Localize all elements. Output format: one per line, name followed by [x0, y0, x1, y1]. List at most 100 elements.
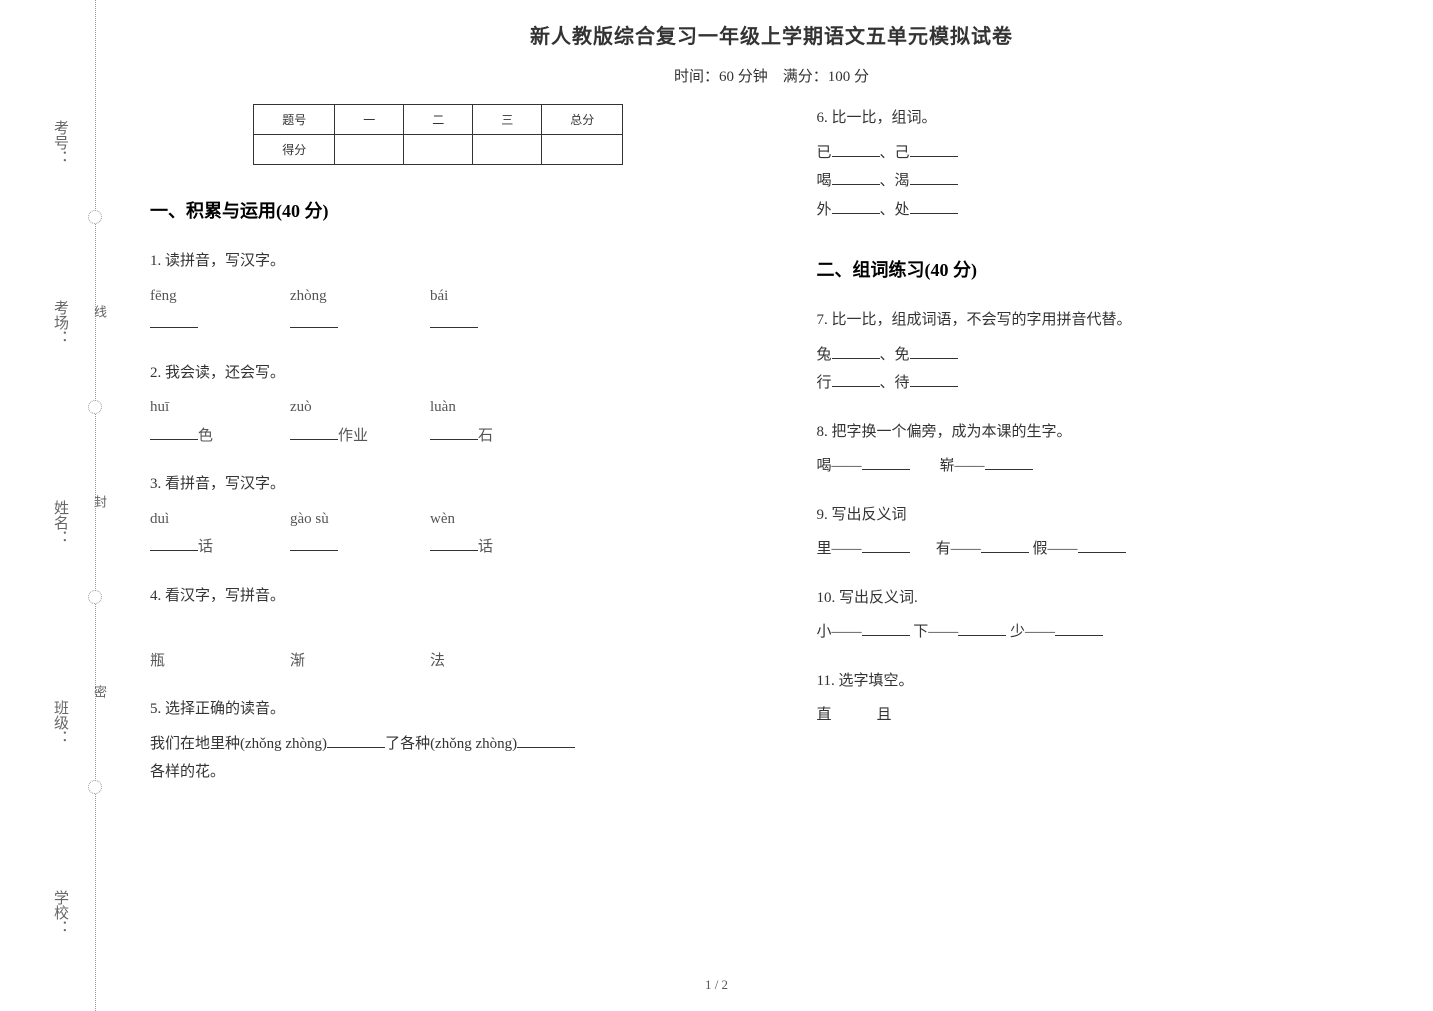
table-col: 三: [473, 105, 542, 135]
char: 渐: [290, 653, 305, 669]
answer-blank[interactable]: [832, 171, 880, 185]
word-hint: 石: [478, 428, 493, 444]
answer-blank[interactable]: [290, 616, 338, 636]
answer-blank[interactable]: [430, 426, 478, 440]
answer-blank[interactable]: [910, 345, 958, 359]
answer-blank[interactable]: [1078, 539, 1126, 553]
exam-title: 新人教版综合复习一年级上学期语文五单元模拟试卷: [150, 20, 1393, 49]
seal-circle: [88, 780, 102, 794]
char-pair: 少——: [1010, 624, 1055, 640]
pinyin: wèn: [430, 511, 455, 527]
char-pair: 有——: [936, 541, 981, 557]
question-text: 11. 选字填空。: [817, 667, 1394, 696]
page-number: 1 / 2: [705, 977, 728, 993]
question-6: 6. 比一比，组词。 已、己 喝、渴 外、处: [817, 104, 1394, 224]
full-score: 满分：100 分: [783, 69, 869, 85]
char-pair: 假——: [1033, 541, 1078, 557]
answer-blank[interactable]: [910, 200, 958, 214]
char-pair: 里——: [817, 541, 862, 557]
field-name: 姓名：: [50, 500, 71, 545]
char: 外: [817, 202, 832, 218]
question-7: 7. 比一比，组成词语，不会写的字用拼音代替。 兔、免 行、待: [817, 306, 1394, 398]
char: 法: [430, 653, 445, 669]
score-cell[interactable]: [404, 135, 473, 165]
question-text: 7. 比一比，组成词语，不会写的字用拼音代替。: [817, 306, 1394, 335]
binding-margin: 线 封 密 学校： 班级： 姓名： 考场： 考号：: [0, 0, 120, 1011]
answer-blank[interactable]: [150, 426, 198, 440]
sentence-part: 各样的花。: [150, 764, 225, 780]
page-content: 新人教版综合复习一年级上学期语文五单元模拟试卷 时间：60 分钟 满分：100 …: [130, 0, 1433, 807]
answer-blank[interactable]: [150, 537, 198, 551]
answer-blank[interactable]: [150, 314, 198, 328]
answer-blank[interactable]: [430, 537, 478, 551]
pinyin: bái: [430, 288, 448, 304]
table-col: 二: [404, 105, 473, 135]
answer-blank[interactable]: [981, 539, 1029, 553]
char-pair: 喝——: [817, 458, 862, 474]
word-hint: 话: [198, 539, 213, 555]
answer-blank[interactable]: [290, 314, 338, 328]
char: 瓶: [150, 653, 165, 669]
exam-subtitle: 时间：60 分钟 满分：100 分: [150, 65, 1393, 86]
section-1-header: 一、积累与运用(40 分): [150, 197, 727, 223]
answer-blank[interactable]: [832, 143, 880, 157]
pinyin: duì: [150, 511, 169, 527]
pinyin: fēng: [150, 288, 177, 304]
question-text: 8. 把字换一个偏旁，成为本课的生字。: [817, 418, 1394, 447]
seal-circle: [88, 590, 102, 604]
answer-blank[interactable]: [958, 622, 1006, 636]
answer-blank[interactable]: [862, 539, 910, 553]
answer-blank[interactable]: [150, 616, 198, 636]
field-school: 学校：: [50, 890, 71, 935]
word-hint: 话: [478, 539, 493, 555]
field-room: 考场：: [50, 300, 71, 345]
char: 行: [817, 375, 832, 391]
sentence-part: 了各种(zhǒng zhòng): [385, 736, 517, 752]
question-text: 2. 我会读，还会写。: [150, 359, 727, 388]
choice: 且: [877, 707, 892, 723]
char-pair: 崭——: [940, 458, 985, 474]
answer-blank[interactable]: [832, 373, 880, 387]
answer-blank[interactable]: [1055, 622, 1103, 636]
answer-blank[interactable]: [517, 734, 575, 748]
question-10: 10. 写出反义词. 小—— 下—— 少——: [817, 584, 1394, 647]
answer-blank[interactable]: [832, 345, 880, 359]
answer-blank[interactable]: [910, 373, 958, 387]
score-table: 题号 一 二 三 总分 得分: [253, 104, 623, 165]
question-text: 6. 比一比，组词。: [817, 104, 1394, 133]
time-limit: 时间：60 分钟: [674, 69, 768, 85]
answer-blank[interactable]: [862, 622, 910, 636]
answer-blank[interactable]: [910, 143, 958, 157]
question-9: 9. 写出反义词 里—— 有—— 假——: [817, 501, 1394, 564]
answer-blank[interactable]: [910, 171, 958, 185]
question-text: 4. 看汉字，写拼音。: [150, 582, 727, 611]
seal-label: 密: [90, 685, 109, 722]
answer-blank[interactable]: [862, 456, 910, 470]
answer-blank[interactable]: [290, 426, 338, 440]
seal-circle: [88, 400, 102, 414]
answer-blank[interactable]: [985, 456, 1033, 470]
answer-blank[interactable]: [430, 314, 478, 328]
answer-blank[interactable]: [832, 200, 880, 214]
score-cell[interactable]: [473, 135, 542, 165]
question-text: 1. 读拼音，写汉字。: [150, 247, 727, 276]
answer-blank[interactable]: [430, 616, 478, 636]
table-col: 总分: [542, 105, 623, 135]
word-hint: 作业: [338, 428, 368, 444]
section-2-header: 二、组词练习(40 分): [817, 256, 1394, 282]
question-text: 5. 选择正确的读音。: [150, 695, 727, 724]
answer-blank[interactable]: [290, 537, 338, 551]
question-text: 3. 看拼音，写汉字。: [150, 470, 727, 499]
score-cell[interactable]: [542, 135, 623, 165]
field-class: 班级：: [50, 700, 71, 745]
char-pair: 下——: [913, 624, 958, 640]
table-header: 题号: [254, 105, 335, 135]
question-8: 8. 把字换一个偏旁，成为本课的生字。 喝—— 崭——: [817, 418, 1394, 481]
table-col: 一: [335, 105, 404, 135]
field-id: 考号：: [50, 120, 71, 165]
score-cell[interactable]: [335, 135, 404, 165]
answer-blank[interactable]: [327, 734, 385, 748]
seal-circle: [88, 210, 102, 224]
char-pair: 小——: [817, 624, 862, 640]
char: 已: [817, 145, 832, 161]
